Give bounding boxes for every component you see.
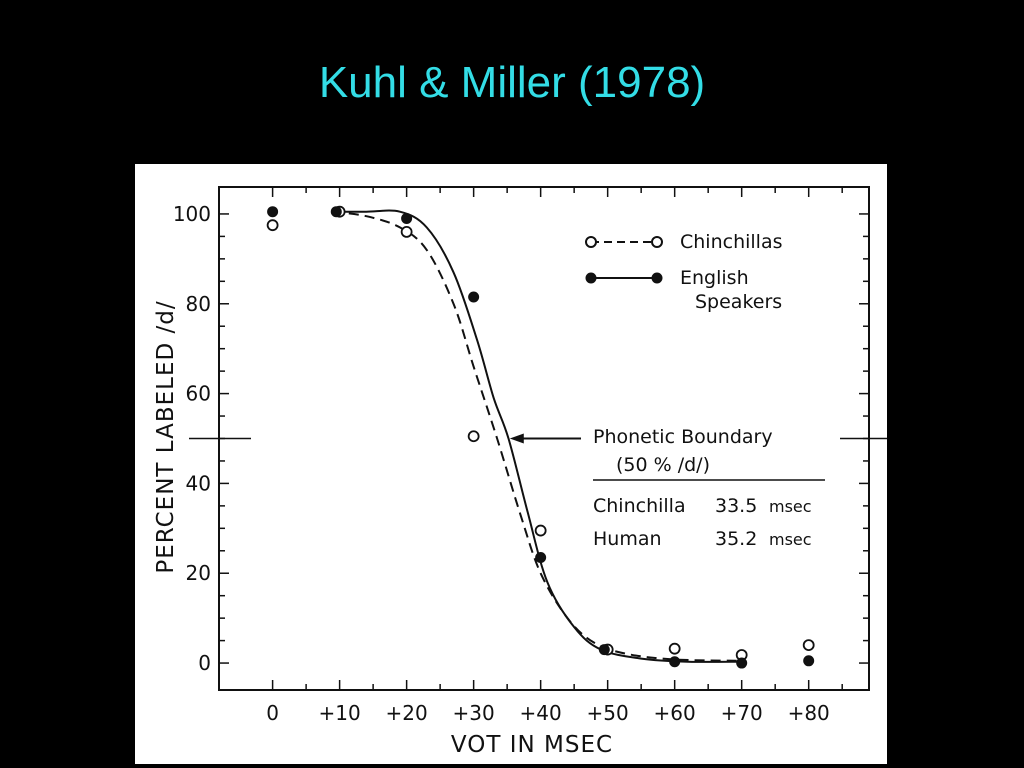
legend-english-marker — [651, 272, 663, 284]
x-tick-label: +10 — [319, 701, 361, 725]
chinchilla-point — [467, 430, 480, 443]
y-tick-label: 0 — [198, 651, 211, 675]
y-tick-label: 100 — [173, 202, 211, 226]
y-tick-label: 40 — [186, 471, 211, 495]
legend-chinchillas-label: Chinchillas — [680, 231, 783, 253]
english-point — [535, 552, 547, 564]
y-tick-label: 80 — [186, 292, 211, 316]
x-tick-label: +40 — [520, 701, 562, 725]
chinchilla-point — [534, 524, 547, 537]
english-point — [598, 644, 610, 656]
x-axis-title: VOT IN MSEC — [451, 732, 613, 758]
english-point — [267, 206, 279, 218]
legend-english-marker — [585, 272, 597, 284]
legend-english-label-line2: Speakers — [695, 291, 782, 313]
english-point — [803, 655, 815, 667]
annotation-row-unit: msec — [769, 530, 812, 549]
x-tick-label: +50 — [587, 701, 629, 725]
y-axis-title: PERCENT LABELED /d/ — [153, 300, 179, 573]
chinchilla-point — [668, 642, 681, 655]
annotation-row-unit: msec — [769, 497, 812, 516]
english-point — [468, 291, 480, 303]
annotation-row-value: 35.2 — [715, 528, 757, 550]
figure: 0 20 40 60 80 100 0 +10 +20 +30 +40 +50 … — [135, 164, 887, 764]
slide-title: Kuhl & Miller (1978) — [318, 58, 706, 107]
annotation-row-species: Chinchilla — [593, 495, 686, 517]
legend-chinchillas-marker — [651, 236, 663, 248]
x-tick-label: +60 — [654, 701, 696, 725]
chinchilla-point — [802, 639, 815, 651]
annotation-row-species: Human — [593, 528, 662, 550]
english-point — [669, 656, 681, 668]
english-point — [736, 657, 748, 669]
x-tick-label: +20 — [386, 701, 428, 725]
phonetic-boundary-annotation: Phonetic Boundary (50 % /d/) Chinchilla … — [509, 426, 825, 550]
english-point — [401, 212, 413, 224]
chart: 0 20 40 60 80 100 0 +10 +20 +30 +40 +50 … — [153, 186, 887, 758]
chinchilla-point — [400, 226, 413, 238]
y-tick-labels: 0 20 40 60 80 100 — [173, 202, 211, 675]
y-tick-label: 60 — [186, 382, 211, 406]
x-tick-labels: 0 +10 +20 +30 +40 +50 +60 +70 +80 — [266, 701, 830, 725]
x-tick-label: +80 — [788, 701, 830, 725]
annotation-arrow-head — [509, 433, 524, 444]
annotation-row-value: 33.5 — [715, 495, 757, 517]
curve-chinchillas — [332, 210, 742, 662]
annotation-subtitle: (50 % /d/) — [616, 454, 710, 476]
x-tick-label: +30 — [453, 701, 495, 725]
legend-chinchillas-marker — [585, 236, 597, 248]
x-tick-label: 0 — [266, 701, 279, 725]
y-tick-label: 20 — [186, 561, 211, 585]
x-tick-label: +70 — [721, 701, 763, 725]
english-point — [330, 206, 342, 218]
legend-english-label-line1: English — [680, 267, 749, 289]
chinchilla-point — [266, 219, 279, 232]
legend: Chinchillas English Speakers — [585, 231, 783, 313]
annotation-title: Phonetic Boundary — [593, 426, 773, 448]
data-markers — [266, 205, 815, 669]
